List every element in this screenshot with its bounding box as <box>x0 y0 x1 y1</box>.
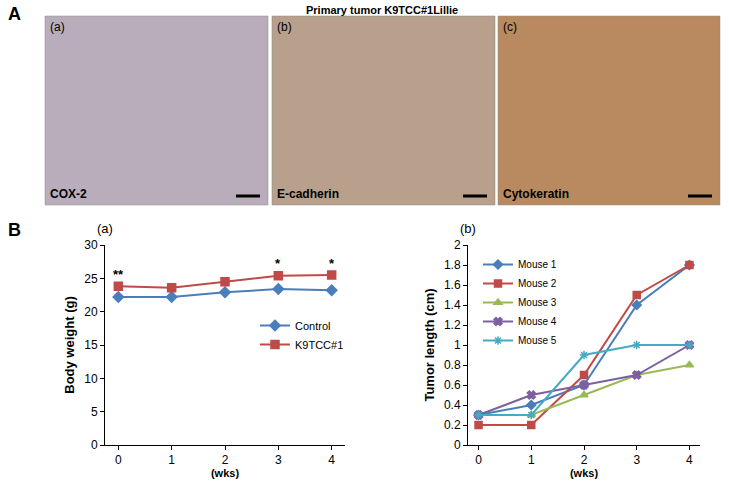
svg-text:4: 4 <box>328 453 335 467</box>
svg-text:Mouse 1: Mouse 1 <box>518 259 557 270</box>
svg-text:2: 2 <box>581 453 588 467</box>
svg-text:0: 0 <box>115 453 122 467</box>
svg-text:A: A <box>8 4 21 24</box>
svg-text:1.2: 1.2 <box>444 318 461 332</box>
svg-text:Mouse 4: Mouse 4 <box>518 316 557 327</box>
svg-text:(wks): (wks) <box>211 467 239 479</box>
svg-text:15: 15 <box>84 338 98 352</box>
svg-text:Tumor length (cm): Tumor length (cm) <box>422 288 437 401</box>
svg-text:3: 3 <box>275 453 282 467</box>
svg-text:2: 2 <box>222 453 229 467</box>
svg-text:*: * <box>329 256 335 271</box>
svg-text:(c): (c) <box>503 20 517 34</box>
svg-text:0.8: 0.8 <box>444 358 461 372</box>
svg-text:1: 1 <box>454 338 461 352</box>
svg-text:Mouse 3: Mouse 3 <box>518 297 557 308</box>
svg-text:1.8: 1.8 <box>444 258 461 272</box>
svg-text:2: 2 <box>454 238 461 252</box>
svg-text:(b): (b) <box>277 20 292 34</box>
svg-text:10: 10 <box>84 372 98 386</box>
svg-text:20: 20 <box>84 305 98 319</box>
svg-text:E-cadherin: E-cadherin <box>277 187 339 201</box>
svg-text:30: 30 <box>84 238 98 252</box>
svg-text:Body weight (g): Body weight (g) <box>62 296 77 394</box>
svg-text:0: 0 <box>91 438 98 452</box>
svg-text:Primary tumor K9TCC#1Lillie: Primary tumor K9TCC#1Lillie <box>306 4 458 16</box>
svg-text:*: * <box>275 256 281 271</box>
svg-text:1.6: 1.6 <box>444 278 461 292</box>
svg-text:(b): (b) <box>460 221 476 236</box>
svg-text:Mouse 5: Mouse 5 <box>518 335 557 346</box>
svg-text:1: 1 <box>528 453 535 467</box>
svg-text:25: 25 <box>84 272 98 286</box>
svg-text:(wks): (wks) <box>570 467 598 479</box>
svg-text:(a): (a) <box>97 221 113 236</box>
svg-text:4: 4 <box>686 453 693 467</box>
svg-text:0: 0 <box>454 438 461 452</box>
svg-text:1: 1 <box>168 453 175 467</box>
svg-text:0.6: 0.6 <box>444 378 461 392</box>
svg-text:0.4: 0.4 <box>444 398 461 412</box>
svg-text:Control: Control <box>295 320 330 332</box>
svg-text:1.4: 1.4 <box>444 298 461 312</box>
svg-text:0: 0 <box>475 453 482 467</box>
svg-text:Cytokeratin: Cytokeratin <box>503 187 569 201</box>
svg-text:B: B <box>8 220 21 240</box>
svg-text:COX-2: COX-2 <box>50 187 87 201</box>
svg-text:Mouse 2: Mouse 2 <box>518 278 557 289</box>
svg-text:0.2: 0.2 <box>444 418 461 432</box>
svg-text:3: 3 <box>633 453 640 467</box>
svg-text:(a): (a) <box>50 20 65 34</box>
svg-text:**: ** <box>113 267 124 282</box>
svg-text:K9TCC#1: K9TCC#1 <box>295 339 343 351</box>
svg-text:5: 5 <box>91 405 98 419</box>
